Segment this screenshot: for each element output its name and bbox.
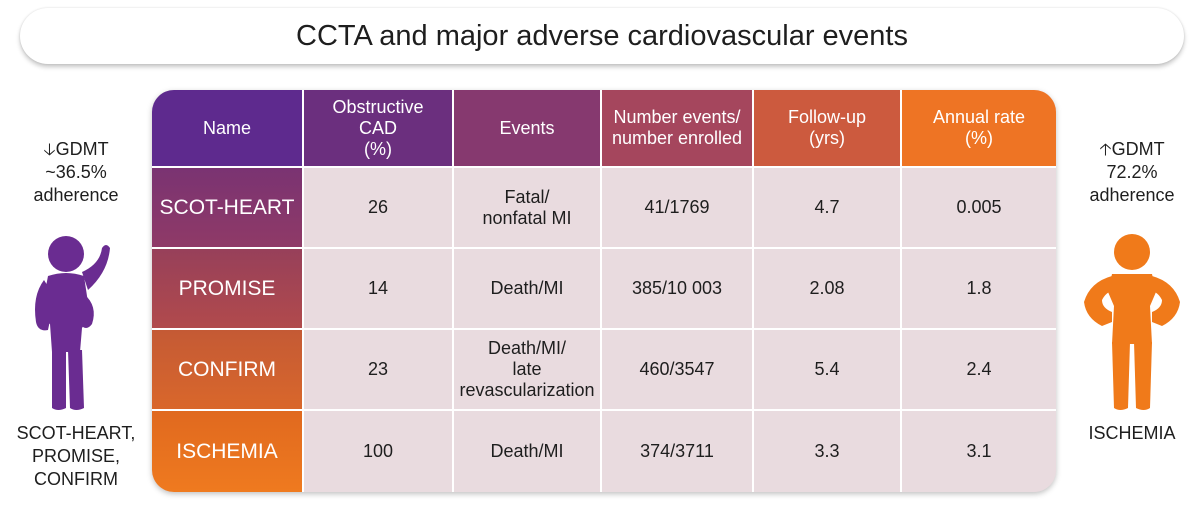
cell-events: Death/MI (454, 249, 602, 330)
left-gdmt-percent: ~36.5% (45, 162, 107, 182)
left-trials-label: SCOT-HEART, PROMISE, CONFIRM (0, 422, 152, 491)
row-name-confirm: CONFIRM (152, 330, 304, 411)
cell-annual: 2.4 (902, 330, 1056, 411)
cell-annual: 3.1 (902, 411, 1056, 492)
cell-annual: 1.8 (902, 249, 1056, 330)
left-trial-2: PROMISE, (31, 446, 120, 466)
right-trial-1: ISCHEMIA (1088, 423, 1176, 443)
cell-followup: 2.08 (754, 249, 902, 330)
cell-followup: 3.3 (754, 411, 902, 492)
cell-cad: 26 (304, 168, 454, 249)
left-trial-3: CONFIRM (34, 469, 118, 489)
trials-table: Name Obstructive CAD (%) Events Number e… (152, 90, 1056, 492)
left-gdmt-label: 🡣GDMT ~36.5% adherence (0, 138, 152, 207)
header-annual-rate: Annual rate (%) (902, 90, 1056, 168)
row-name-promise: PROMISE (152, 249, 304, 330)
header-obstructive-cad: Obstructive CAD (%) (304, 90, 454, 168)
cell-cad: 14 (304, 249, 454, 330)
cell-followup: 4.7 (754, 168, 902, 249)
cell-counts: 41/1769 (602, 168, 754, 249)
header-name: Name (152, 90, 304, 168)
up-arrow-icon: 🡡 (1099, 140, 1112, 159)
cell-events: Death/MI/ late revascularization (454, 330, 602, 411)
cell-counts: 460/3547 (602, 330, 754, 411)
cell-counts: 385/10 003 (602, 249, 754, 330)
right-gdmt-text: GDMT (1111, 139, 1165, 159)
title-banner: CCTA and major adverse cardiovascular ev… (20, 8, 1184, 64)
cell-cad: 23 (304, 330, 454, 411)
cell-events: Death/MI (454, 411, 602, 492)
cell-cad: 100 (304, 411, 454, 492)
row-name-scot-heart: SCOT-HEART (152, 168, 304, 249)
right-gdmt-percent: 72.2% (1106, 162, 1158, 182)
header-number-events: Number events/ number enrolled (602, 90, 754, 168)
cell-followup: 5.4 (754, 330, 902, 411)
right-trials-label: ISCHEMIA (1064, 422, 1200, 445)
confident-person-icon (1084, 234, 1180, 410)
right-gdmt-adherence: adherence (1089, 185, 1175, 205)
row-name-ischemia: ISCHEMIA (152, 411, 304, 492)
cell-annual: 0.005 (902, 168, 1056, 249)
left-trial-1: SCOT-HEART, (16, 423, 136, 443)
page-title: CCTA and major adverse cardiovascular ev… (296, 19, 908, 52)
cell-counts: 374/3711 (602, 411, 754, 492)
left-gdmt-adherence: adherence (33, 185, 119, 205)
down-arrow-icon: 🡣 (43, 140, 56, 159)
left-gdmt-text: GDMT (55, 139, 109, 159)
sad-person-icon (35, 236, 110, 410)
right-gdmt-label: 🡡GDMT 72.2% adherence (1064, 138, 1200, 207)
header-follow-up: Follow-up (yrs) (754, 90, 902, 168)
cell-events: Fatal/ nonfatal MI (454, 168, 602, 249)
header-events: Events (454, 90, 602, 168)
